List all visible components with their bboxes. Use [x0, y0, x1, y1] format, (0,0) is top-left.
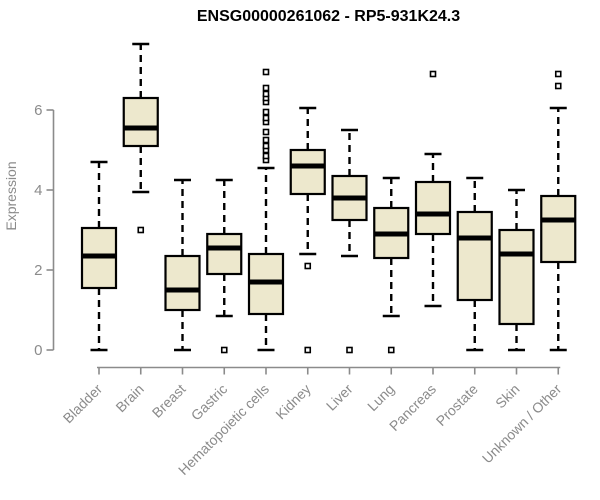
y-tick-label: 6 [34, 102, 42, 119]
iqr-box [540, 194, 577, 264]
x-category-label-bladder: Bladder [60, 381, 106, 427]
x-category-label-unknown-other: Unknown / Other [479, 381, 565, 467]
outlier-point [262, 68, 270, 76]
iqr-box [164, 254, 201, 312]
iqr-box [122, 96, 159, 148]
x-category-label-kidney: Kidney [272, 381, 314, 423]
iqr-box [414, 180, 452, 236]
boxplot-hematopoietic-cells [247, 68, 285, 352]
boxplot-lung [373, 176, 410, 354]
boxplot-liver [331, 128, 368, 354]
iqr-box [498, 228, 535, 326]
outlier-point [304, 262, 312, 270]
y-axis: 0 2 4 6 [34, 102, 55, 359]
outlier-point [220, 346, 228, 354]
y-tick-label: 4 [34, 182, 42, 199]
outlier-point [554, 82, 562, 90]
outlier-point [304, 346, 312, 354]
x-category-label-lung: Lung [364, 381, 397, 414]
outlier-point [262, 152, 270, 160]
boxplot-prostate [456, 176, 493, 352]
x-category-label-liver: Liver [323, 381, 356, 414]
outlier-point [262, 114, 270, 122]
boxplot-skin [498, 188, 535, 352]
outlier-point [137, 226, 145, 234]
boxplot-breast [164, 178, 201, 352]
x-category-label-brain: Brain [112, 381, 146, 415]
outlier-point [262, 136, 270, 144]
iqr-box [289, 148, 326, 196]
outlier-point [262, 84, 270, 92]
x-category-label-breast: Breast [149, 381, 189, 421]
boxplot-kidney [289, 106, 326, 354]
outlier-point [554, 70, 562, 78]
y-axis-label: Expression [3, 161, 19, 230]
outlier-point [262, 142, 270, 150]
iqr-box [206, 232, 243, 276]
x-category-label-skin: Skin [492, 381, 523, 412]
boxplot-unknown-other [540, 70, 577, 352]
chart-title: ENSG00000261062 - RP5-931K24.3 [197, 8, 460, 25]
y-tick-label: 2 [34, 262, 42, 279]
boxplot-gastric [206, 178, 243, 354]
x-category-label-prostate: Prostate [433, 381, 481, 429]
y-tick-label: 0 [34, 342, 42, 359]
outlier-point [262, 108, 270, 116]
outlier-point [262, 90, 270, 98]
boxplot-pancreas [414, 70, 452, 308]
outlier-point [429, 70, 437, 78]
iqr-box [456, 210, 493, 302]
outlier-point [387, 346, 395, 354]
boxplot-brain [122, 42, 159, 234]
boxplot-bladder [80, 160, 118, 352]
outlier-point [262, 128, 270, 136]
outlier-point [346, 346, 353, 354]
